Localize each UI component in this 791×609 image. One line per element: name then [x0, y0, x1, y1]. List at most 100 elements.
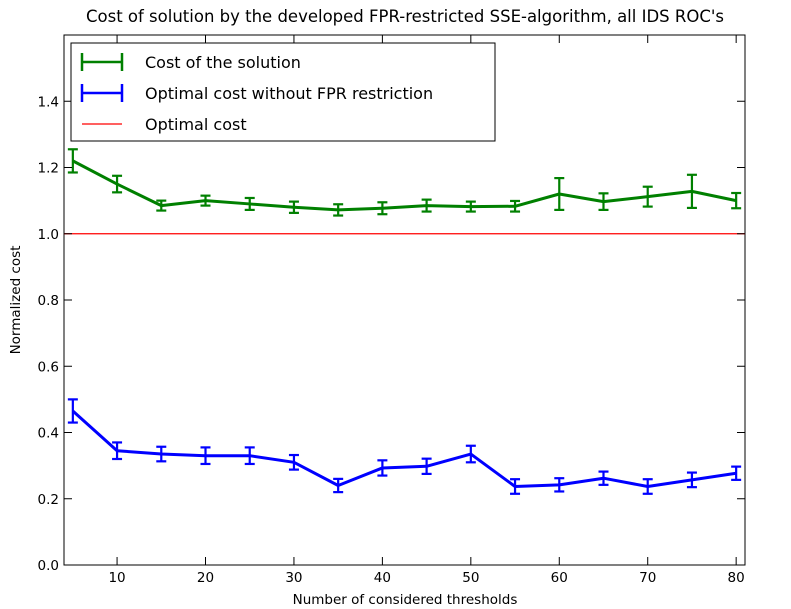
error-bar	[510, 199, 521, 213]
error-bar	[731, 465, 742, 481]
y-tick-label: 0.8	[38, 293, 59, 309]
x-axis-label: Number of considered thresholds	[293, 592, 518, 608]
plot-area: 10 20 30 40 50 60 70 80 0.0 0.2 0.4 0.6 0.8 1.0 1.2 1.…	[38, 34, 746, 586]
data-point	[249, 203, 251, 205]
error-bar	[465, 200, 476, 213]
series-line-0	[72, 159, 737, 212]
data-point	[381, 467, 383, 469]
error-bar	[112, 441, 123, 461]
y-tick-label: 0.6	[38, 359, 59, 375]
y-tick-label: 0.2	[38, 492, 59, 508]
legend: Cost of the solution Optimal cost without…	[70, 42, 496, 142]
y-axis-label: Normalized cost	[8, 246, 24, 355]
data-point	[691, 190, 693, 192]
error-bar	[421, 198, 432, 213]
error-bar	[421, 457, 432, 476]
series-0	[67, 148, 742, 217]
data-point	[72, 410, 74, 412]
error-bar	[598, 192, 609, 211]
x-tick-label: 10	[108, 570, 125, 586]
data-point	[691, 479, 693, 481]
error-bar	[642, 478, 653, 495]
error-bar	[67, 148, 78, 174]
x-tick-label: 80	[728, 570, 745, 586]
y-tick-label: 1.2	[38, 161, 59, 177]
data-point	[293, 206, 295, 208]
error-bar	[686, 471, 697, 489]
data-point	[160, 453, 162, 455]
x-tick-label: 20	[197, 570, 214, 586]
legend-item-1: Optimal cost without FPR restriction	[80, 84, 433, 103]
error-bar	[288, 453, 299, 471]
data-point	[470, 453, 472, 455]
data-point	[116, 450, 118, 452]
data-point	[337, 485, 339, 486]
error-bar	[731, 191, 742, 210]
series-1	[67, 398, 742, 495]
error-bar	[200, 194, 211, 207]
y-tick-label: 0.4	[38, 426, 59, 442]
error-bar	[67, 398, 78, 424]
error-bar	[377, 459, 388, 477]
legend-item-0: Cost of the solution	[80, 53, 301, 72]
series-layer	[67, 148, 742, 495]
error-bar	[244, 196, 255, 211]
data-point	[205, 455, 207, 457]
error-bar	[465, 444, 476, 464]
error-bar	[244, 446, 255, 466]
legend-item-2: Optimal cost	[82, 115, 247, 134]
data-point	[647, 485, 649, 487]
data-point	[381, 207, 383, 209]
error-bar	[112, 174, 123, 194]
data-point	[249, 455, 251, 457]
error-bar	[333, 203, 344, 217]
error-bar	[554, 477, 565, 493]
data-point	[426, 205, 428, 207]
chart-title: Cost of solution by the developed FPR-re…	[86, 7, 724, 26]
legend-label: Optimal cost without FPR restriction	[145, 84, 433, 103]
error-bar	[642, 185, 653, 208]
data-point	[647, 196, 649, 198]
error-bar	[156, 199, 167, 212]
data-point	[558, 193, 560, 195]
data-point	[514, 485, 516, 487]
data-point	[426, 465, 428, 467]
legend-box	[70, 42, 496, 142]
x-tick-label: 50	[462, 570, 479, 586]
x-tick-label: 70	[639, 570, 656, 586]
series-line-1	[71, 409, 737, 488]
x-axis-ticks: 10 20 30 40 50 60 70 80	[108, 35, 745, 586]
y-tick-label: 1.4	[38, 94, 59, 110]
x-tick-label: 40	[374, 570, 391, 586]
data-point	[205, 200, 207, 202]
data-point	[337, 209, 339, 211]
error-bar	[288, 200, 299, 214]
error-bar	[686, 173, 697, 210]
data-point	[735, 472, 737, 474]
x-tick-label: 60	[551, 570, 568, 586]
error-bar	[377, 201, 388, 216]
data-point	[558, 484, 560, 486]
legend-label: Cost of the solution	[145, 53, 301, 72]
data-point	[293, 461, 295, 463]
data-point	[602, 477, 604, 479]
error-bar	[156, 445, 167, 463]
data-point	[160, 205, 162, 207]
data-point	[735, 200, 737, 202]
error-bar	[200, 446, 211, 466]
data-point	[514, 205, 516, 207]
data-point	[602, 201, 604, 203]
y-tick-label: 1.0	[38, 227, 59, 243]
error-bar	[598, 470, 609, 486]
data-point	[116, 183, 118, 185]
x-tick-label: 30	[285, 570, 302, 586]
legend-label: Optimal cost	[145, 115, 247, 134]
error-bar	[554, 177, 565, 211]
data-point	[470, 206, 472, 208]
y-tick-label: 0.0	[38, 558, 59, 574]
error-bar	[333, 477, 344, 494]
y-axis-ticks: 0.0 0.2 0.4 0.6 0.8 1.0 1.2 1.4	[38, 94, 745, 574]
data-point	[72, 160, 74, 162]
error-bar	[510, 478, 521, 495]
